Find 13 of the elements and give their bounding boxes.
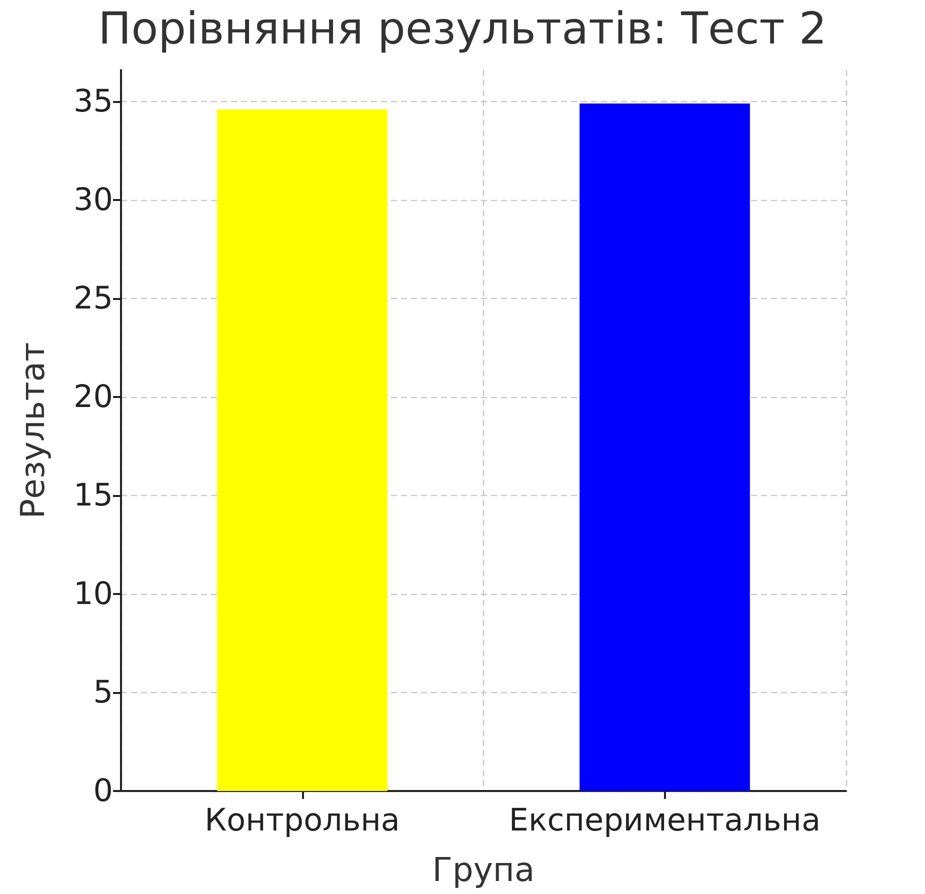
y-tick-label: 10 [74, 576, 113, 612]
y-tick-label: 20 [74, 379, 113, 416]
x-tick-label: Контрольна [204, 802, 400, 838]
y-tick-label: 15 [74, 478, 113, 514]
y-tick-label: 5 [93, 674, 113, 711]
y-tick-label: 30 [74, 182, 113, 218]
x-axis-title: Група [432, 850, 535, 889]
y-tick-label: 25 [74, 280, 113, 317]
x-tick-label: Експериментальна [508, 802, 821, 838]
chart-title: Порівняння результатів: Тест 2 [98, 4, 827, 54]
y-tick-label: 35 [74, 84, 113, 120]
y-tick-label: 0 [93, 773, 113, 809]
y-axis-title: Результат [13, 342, 52, 519]
